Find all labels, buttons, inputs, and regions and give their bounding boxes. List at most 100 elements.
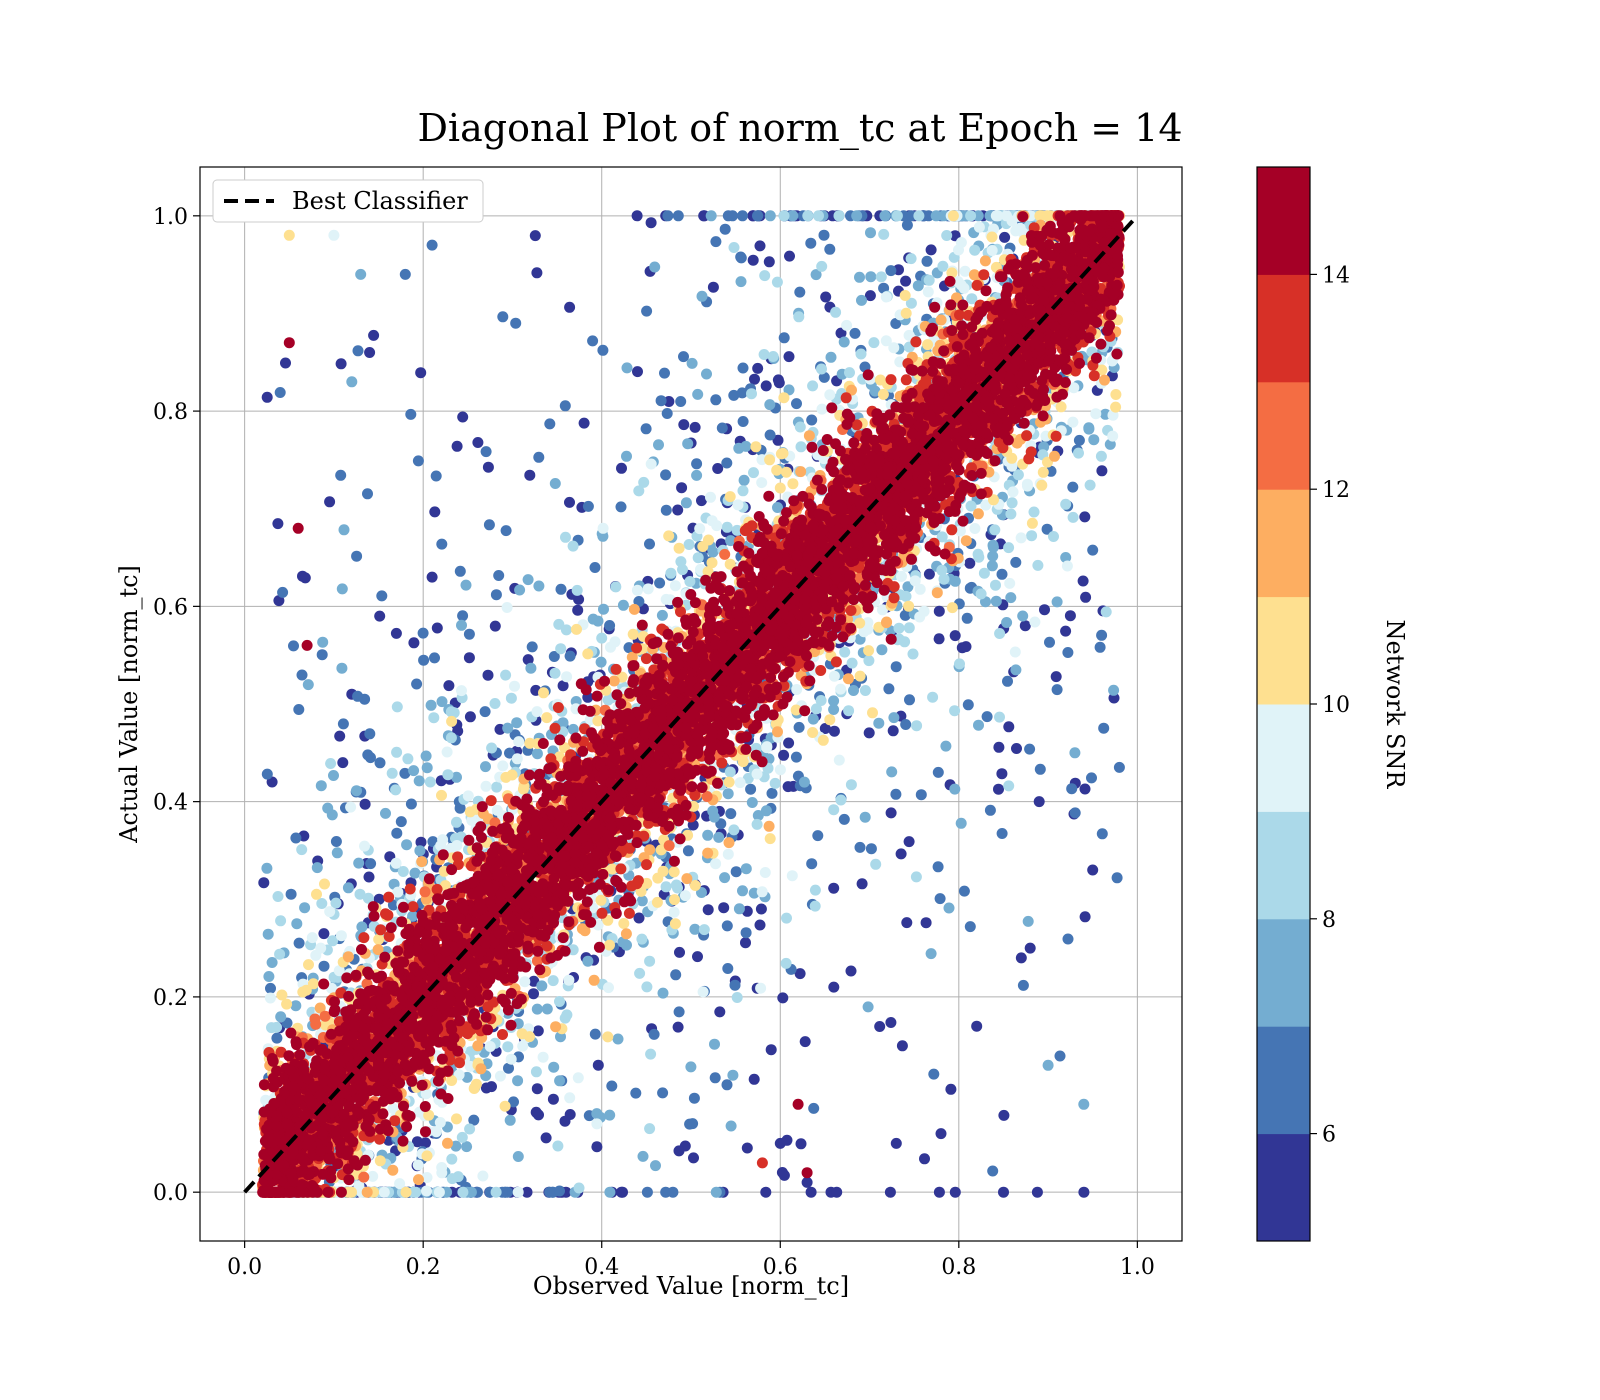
scatter-point (351, 550, 363, 562)
scatter-point (603, 982, 614, 994)
scatter-point (415, 367, 427, 379)
scatter-point (424, 776, 436, 788)
scatter-point (319, 878, 330, 890)
scatter-point (641, 305, 653, 317)
scatter-point (809, 884, 821, 896)
scatter-point (587, 335, 599, 347)
scatter-point (727, 210, 738, 222)
scatter-point (772, 726, 783, 738)
scatter-point (1060, 552, 1072, 563)
scatter-point (334, 730, 346, 742)
scatter-point (922, 286, 934, 298)
scatter-point (964, 557, 976, 569)
scatter-point (433, 1186, 445, 1198)
scatter-point (604, 620, 616, 631)
scatter-point (965, 500, 977, 512)
scatter-point (735, 252, 747, 264)
scatter-point (359, 798, 371, 810)
scatter-point (648, 1028, 660, 1040)
scatter-point (571, 623, 582, 635)
scatter-point (824, 714, 836, 726)
scatter-point (390, 857, 402, 869)
scatter-point (1096, 828, 1108, 840)
scatter-point (560, 531, 571, 543)
scatter-point (778, 210, 790, 222)
scatter-point (499, 1100, 511, 1112)
scatter-point (783, 351, 795, 363)
scatter-point (987, 541, 999, 553)
scatter-point (1067, 416, 1079, 428)
scatter-point (602, 1031, 614, 1043)
scatter-point (553, 618, 565, 630)
scatter-point (903, 600, 915, 612)
scatter-point (405, 408, 417, 420)
scatter-point (696, 290, 708, 302)
scatter-point (722, 963, 734, 974)
scatter-point (445, 706, 457, 718)
scatter-point (1090, 408, 1102, 420)
scatter-point (911, 720, 923, 732)
scatter-point (805, 1186, 817, 1198)
scatter-point (907, 648, 919, 660)
scatter-point (910, 871, 922, 883)
scatter-point (922, 339, 934, 351)
scatter-point (450, 1140, 462, 1152)
scatter-point (669, 918, 681, 930)
scatter-point (315, 780, 327, 792)
scatter-point (900, 307, 912, 319)
scatter-point (541, 712, 553, 724)
scatter-point (969, 244, 981, 256)
scatter-point (692, 951, 703, 963)
scatter-point (342, 882, 354, 894)
scatter-point (672, 210, 684, 222)
scatter-point (1024, 942, 1036, 954)
scatter-point (644, 538, 655, 550)
scatter-point (681, 873, 693, 885)
scatter-point (806, 414, 818, 426)
scatter-point (688, 1152, 699, 1164)
scatter-point (604, 1186, 616, 1198)
scatter-point (893, 622, 905, 634)
scatter-point (411, 678, 423, 690)
scatter-point (848, 685, 859, 696)
scatter-point (300, 984, 312, 996)
scatter-point (555, 583, 567, 595)
scatter-point (890, 788, 902, 800)
scatter-point (514, 584, 526, 596)
scatter-point (463, 652, 475, 664)
scatter-point (486, 742, 498, 754)
scatter-point (489, 698, 501, 709)
scatter-point (805, 237, 817, 249)
scatter-point (854, 841, 866, 853)
scatter-point (399, 268, 411, 280)
scatter-point (887, 725, 899, 737)
scatter-point (373, 933, 385, 945)
scatter-point (751, 768, 763, 780)
scatter-point (470, 1078, 482, 1090)
scatter-point (888, 712, 900, 724)
scatter-point (742, 772, 754, 784)
scatter-point (436, 538, 448, 550)
scatter-point (429, 652, 440, 664)
scatter-point (355, 268, 367, 280)
scatter-point (691, 458, 703, 470)
scatter-point (986, 231, 998, 243)
scatter-point (725, 1120, 737, 1132)
scatter-point (493, 570, 505, 581)
scatter-point (442, 769, 454, 781)
scatter-point (652, 872, 664, 884)
scatter-point (687, 1118, 699, 1130)
scatter-point (464, 806, 476, 818)
scatter-point (873, 717, 885, 729)
scatter-point (1010, 664, 1022, 676)
scatter-point (1077, 575, 1089, 587)
scatter-point (780, 466, 792, 478)
scatter-point (1036, 479, 1048, 491)
scatter-point (835, 683, 847, 695)
scatter-point (345, 801, 357, 813)
scatter-point (835, 327, 847, 339)
scatter-point (719, 223, 731, 235)
scatter-point (815, 665, 827, 676)
scatter-point (275, 915, 287, 927)
scatter-point (461, 1141, 473, 1153)
